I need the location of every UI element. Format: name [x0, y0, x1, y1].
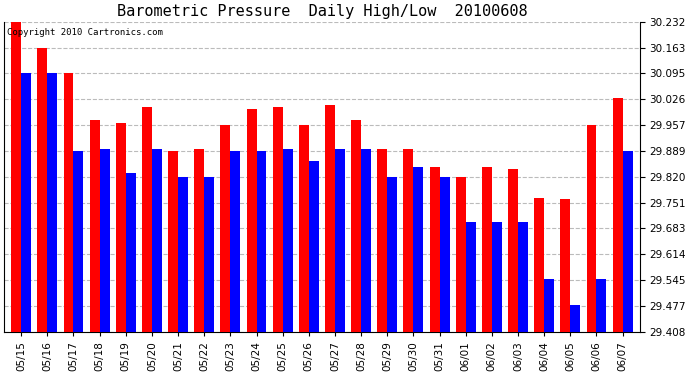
- Bar: [430, 167, 440, 332]
- Bar: [387, 177, 397, 332]
- Bar: [246, 109, 257, 332]
- Bar: [482, 167, 492, 332]
- Bar: [73, 151, 83, 332]
- Bar: [178, 177, 188, 332]
- Bar: [37, 48, 48, 332]
- Bar: [204, 177, 214, 332]
- Bar: [440, 177, 449, 332]
- Bar: [195, 148, 204, 332]
- Bar: [230, 151, 240, 332]
- Bar: [508, 169, 518, 332]
- Bar: [90, 120, 99, 332]
- Bar: [299, 125, 309, 332]
- Bar: [586, 125, 596, 332]
- Bar: [116, 123, 126, 332]
- Bar: [404, 148, 413, 332]
- Bar: [126, 173, 136, 332]
- Bar: [466, 222, 475, 332]
- Bar: [257, 151, 266, 332]
- Bar: [377, 148, 387, 332]
- Bar: [63, 73, 73, 332]
- Bar: [534, 198, 544, 332]
- Bar: [622, 151, 633, 332]
- Bar: [99, 148, 110, 332]
- Bar: [571, 305, 580, 332]
- Bar: [351, 120, 361, 332]
- Bar: [560, 200, 571, 332]
- Bar: [21, 73, 31, 332]
- Bar: [492, 222, 502, 332]
- Bar: [456, 177, 466, 332]
- Bar: [518, 222, 528, 332]
- Bar: [596, 279, 607, 332]
- Bar: [283, 148, 293, 332]
- Bar: [309, 161, 319, 332]
- Bar: [413, 167, 424, 332]
- Bar: [168, 151, 178, 332]
- Bar: [142, 107, 152, 332]
- Bar: [613, 98, 622, 332]
- Bar: [361, 148, 371, 332]
- Bar: [335, 148, 345, 332]
- Bar: [48, 73, 57, 332]
- Bar: [544, 279, 554, 332]
- Bar: [273, 107, 283, 332]
- Bar: [325, 105, 335, 332]
- Bar: [220, 125, 230, 332]
- Bar: [152, 148, 162, 332]
- Title: Barometric Pressure  Daily High/Low  20100608: Barometric Pressure Daily High/Low 20100…: [117, 4, 527, 19]
- Bar: [11, 22, 21, 332]
- Text: Copyright 2010 Cartronics.com: Copyright 2010 Cartronics.com: [8, 28, 164, 37]
